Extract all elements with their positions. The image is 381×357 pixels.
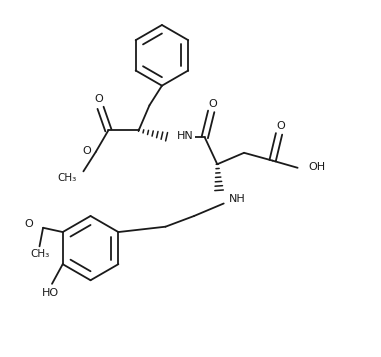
Text: O: O	[277, 121, 285, 131]
Text: NH: NH	[229, 194, 245, 204]
Text: O: O	[24, 219, 33, 229]
Text: OH: OH	[308, 162, 325, 172]
Text: HN: HN	[177, 131, 194, 141]
Text: HO: HO	[42, 288, 59, 298]
Text: CH₃: CH₃	[30, 249, 49, 259]
Text: O: O	[82, 146, 91, 156]
Text: CH₃: CH₃	[58, 173, 77, 183]
Text: O: O	[94, 94, 103, 104]
Text: O: O	[209, 99, 218, 109]
